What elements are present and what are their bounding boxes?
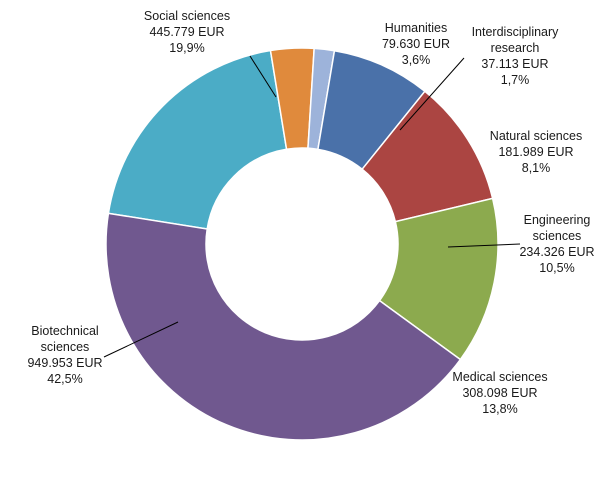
leader-line-engineering-sciences xyxy=(447,243,521,248)
data-label-line: 8,1% xyxy=(522,161,551,175)
data-label-line: Biotechnical xyxy=(31,324,98,338)
data-label-biotechnical-sciences: Biotechnical sciences 949.953 EUR 42,5% xyxy=(27,324,102,386)
data-label-line: Medical sciences xyxy=(452,370,547,384)
leader-line-social-sciences xyxy=(249,55,277,98)
data-label-line: Engineering xyxy=(524,213,591,227)
data-label-line: Natural sciences xyxy=(490,129,582,143)
data-label-line: Humanities xyxy=(385,21,448,35)
data-label-social-sciences: Social sciences 445.779 EUR 19,9% xyxy=(144,9,230,55)
data-label-line: 37.113 EUR xyxy=(481,57,548,71)
data-label-line: research xyxy=(491,41,540,55)
data-label-line: 10,5% xyxy=(539,261,574,275)
data-label-line: 42,5% xyxy=(47,372,82,386)
data-label-line: 19,9% xyxy=(169,41,204,55)
data-label-line: 181.989 EUR xyxy=(498,145,573,159)
data-label-line: sciences xyxy=(41,340,90,354)
data-label-line: 308.098 EUR xyxy=(462,386,537,400)
data-label-humanities: Humanities 79.630 EUR 3,6% xyxy=(382,21,450,67)
data-label-line: 234.326 EUR xyxy=(519,245,594,259)
leader-line-interdisciplinary-research xyxy=(399,57,465,131)
slice-biotechnical-sciences xyxy=(105,212,462,441)
data-label-medical-sciences: Medical sciences 308.098 EUR 13,8% xyxy=(452,370,547,416)
data-label-line: 1,7% xyxy=(501,73,530,87)
data-label-engineering-sciences: Engineering sciences 234.326 EUR 10,5% xyxy=(519,213,594,275)
data-label-line: 949.953 EUR xyxy=(27,356,102,370)
data-label-line: 445.779 EUR xyxy=(149,25,224,39)
leader-lines xyxy=(103,55,521,358)
data-label-line: Social sciences xyxy=(144,9,230,23)
data-labels: Social sciences 445.779 EUR 19,9% Humanitie… xyxy=(27,9,594,416)
data-label-line: sciences xyxy=(533,229,582,243)
leader-line-biotechnical-sciences xyxy=(103,321,179,358)
data-label-interdisciplinary-research: Interdisciplinary research 37.113 EUR 1,7% xyxy=(472,25,560,87)
slice-social-sciences xyxy=(107,49,288,230)
donut-slices xyxy=(105,47,499,441)
data-label-line: 13,8% xyxy=(482,402,517,416)
data-label-line: 3,6% xyxy=(402,53,431,67)
data-label-line: Interdisciplinary xyxy=(472,25,560,39)
data-label-natural-sciences: Natural sciences 181.989 EUR 8,1% xyxy=(490,129,582,175)
data-label-line: 79.630 EUR xyxy=(382,37,450,51)
